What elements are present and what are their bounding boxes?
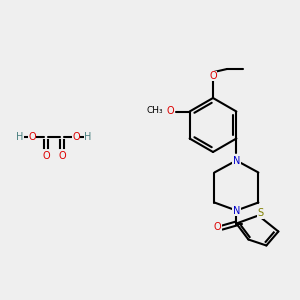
Text: N: N <box>233 206 240 215</box>
Text: O: O <box>28 132 36 142</box>
Text: O: O <box>72 132 80 142</box>
Text: H: H <box>16 132 24 142</box>
Text: O: O <box>58 151 66 161</box>
Text: O: O <box>209 71 217 81</box>
Text: S: S <box>257 208 263 218</box>
Text: H: H <box>84 132 92 142</box>
Text: CH₃: CH₃ <box>146 106 163 115</box>
Text: O: O <box>167 106 174 116</box>
Text: O: O <box>42 151 50 161</box>
Text: O: O <box>214 223 221 232</box>
Text: N: N <box>233 155 240 166</box>
